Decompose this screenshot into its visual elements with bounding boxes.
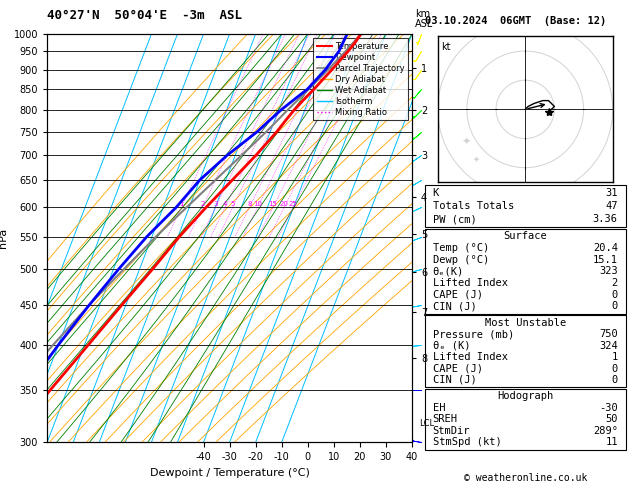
Text: ✦: ✦: [473, 155, 480, 164]
Text: θₑ (K): θₑ (K): [433, 341, 470, 351]
Text: SREH: SREH: [433, 414, 458, 424]
Text: Surface: Surface: [503, 231, 547, 242]
Text: 1: 1: [179, 201, 184, 207]
Text: CAPE (J): CAPE (J): [433, 364, 482, 374]
Text: StmSpd (kt): StmSpd (kt): [433, 437, 501, 447]
Text: 0: 0: [611, 375, 618, 385]
Text: © weatheronline.co.uk: © weatheronline.co.uk: [464, 473, 587, 483]
Text: 1: 1: [611, 352, 618, 362]
Text: Pressure (mb): Pressure (mb): [433, 329, 514, 339]
Text: 0: 0: [611, 290, 618, 300]
Text: 2: 2: [611, 278, 618, 288]
Legend: Temperature, Dewpoint, Parcel Trajectory, Dry Adiabat, Wet Adiabat, Isotherm, Mi: Temperature, Dewpoint, Parcel Trajectory…: [313, 38, 408, 121]
Text: 10: 10: [253, 201, 262, 207]
Text: 15: 15: [269, 201, 277, 207]
Text: -30: -30: [599, 403, 618, 413]
Text: Dewp (°C): Dewp (°C): [433, 255, 489, 265]
Text: CIN (J): CIN (J): [433, 375, 476, 385]
Text: Temp (°C): Temp (°C): [433, 243, 489, 253]
Text: 15.1: 15.1: [593, 255, 618, 265]
Y-axis label: hPa: hPa: [0, 228, 8, 248]
Text: 0: 0: [611, 301, 618, 312]
Text: CAPE (J): CAPE (J): [433, 290, 482, 300]
Text: K: K: [433, 188, 439, 198]
Text: km
ASL: km ASL: [415, 9, 433, 29]
Text: 323: 323: [599, 266, 618, 277]
Text: 31: 31: [605, 188, 618, 198]
Text: Totals Totals: Totals Totals: [433, 201, 514, 211]
Text: kt: kt: [441, 42, 451, 52]
Text: LCL: LCL: [420, 418, 435, 428]
Text: 0: 0: [611, 364, 618, 374]
X-axis label: Dewpoint / Temperature (°C): Dewpoint / Temperature (°C): [150, 468, 309, 478]
Text: 2: 2: [200, 201, 204, 207]
Text: θₑ(K): θₑ(K): [433, 266, 464, 277]
Text: EH: EH: [433, 403, 445, 413]
Text: 47: 47: [605, 201, 618, 211]
Text: Hodograph: Hodograph: [497, 391, 554, 401]
Text: 20.4: 20.4: [593, 243, 618, 253]
Text: 03.10.2024  06GMT  (Base: 12): 03.10.2024 06GMT (Base: 12): [425, 16, 606, 26]
Text: 20: 20: [280, 201, 289, 207]
Text: 5: 5: [231, 201, 235, 207]
Text: 3.36: 3.36: [593, 214, 618, 224]
Text: CIN (J): CIN (J): [433, 301, 476, 312]
Text: 8: 8: [247, 201, 252, 207]
Text: 11: 11: [605, 437, 618, 447]
Text: 289°: 289°: [593, 426, 618, 435]
Text: StmDir: StmDir: [433, 426, 470, 435]
Text: 750: 750: [599, 329, 618, 339]
Text: Lifted Index: Lifted Index: [433, 278, 508, 288]
Text: 4: 4: [223, 201, 227, 207]
Text: 25: 25: [289, 201, 298, 207]
Text: ✦: ✦: [461, 137, 470, 146]
Text: 324: 324: [599, 341, 618, 351]
Text: PW (cm): PW (cm): [433, 214, 476, 224]
Text: Most Unstable: Most Unstable: [484, 318, 566, 328]
Text: 50: 50: [605, 414, 618, 424]
Text: 3: 3: [213, 201, 218, 207]
Text: Lifted Index: Lifted Index: [433, 352, 508, 362]
Text: 40°27'N  50°04'E  -3m  ASL: 40°27'N 50°04'E -3m ASL: [47, 9, 242, 22]
